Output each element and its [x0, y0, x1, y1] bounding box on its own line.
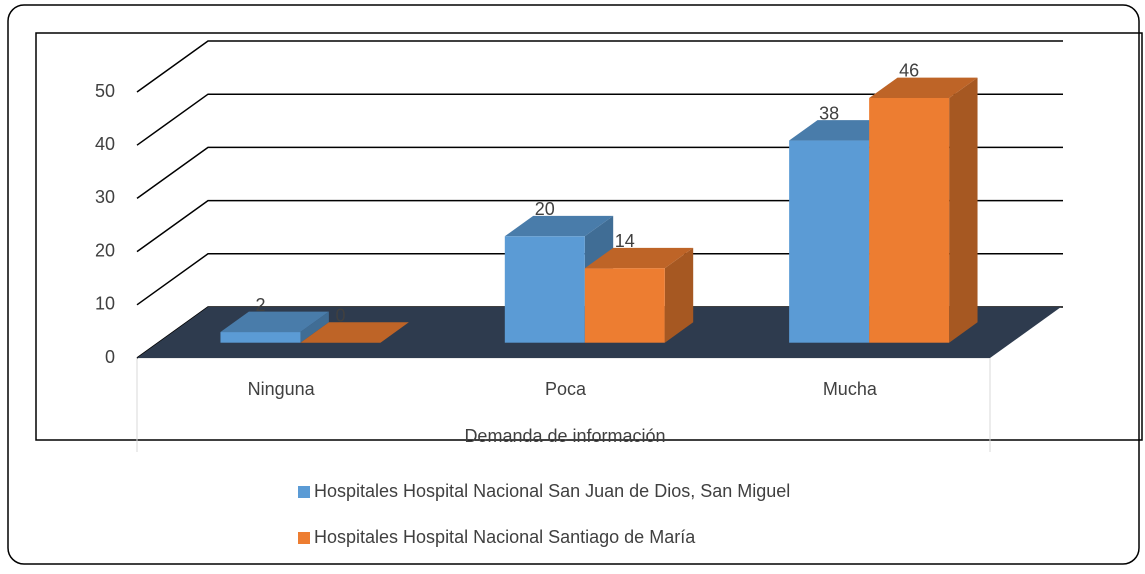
bar-side — [949, 77, 978, 343]
y-tick-label: 0 — [105, 347, 115, 367]
bar-top — [584, 247, 694, 269]
bar — [869, 97, 950, 343]
legend-label: Hospitales Hospital Nacional San Juan de… — [314, 481, 790, 501]
x-tick-label: Poca — [545, 379, 587, 399]
bar — [789, 140, 870, 343]
bar — [584, 268, 665, 343]
data-label: 38 — [819, 103, 839, 123]
data-label: 0 — [335, 305, 345, 325]
bar — [220, 332, 301, 343]
grid-line — [136, 40, 1063, 93]
data-label: 20 — [535, 199, 555, 219]
x-tick-label: Mucha — [823, 379, 878, 399]
bar — [504, 236, 585, 343]
bar-top — [504, 215, 614, 237]
y-tick-label: 10 — [95, 294, 115, 314]
grid-line — [136, 253, 1063, 306]
legend-label: Hospitales Hospital Nacional Santiago de… — [314, 527, 696, 547]
grid-line — [136, 146, 1063, 200]
bar-top — [300, 322, 409, 343]
y-tick-label: 30 — [95, 187, 115, 207]
y-tick-label: 50 — [95, 81, 115, 101]
y-tick-label: 20 — [95, 240, 115, 260]
bar-side — [300, 311, 329, 343]
bar-top — [220, 311, 329, 333]
legend-swatch — [298, 486, 310, 498]
x-tick-label: Ninguna — [248, 379, 316, 399]
data-label: 14 — [615, 231, 635, 251]
bar-side — [664, 247, 694, 343]
x-axis-label: Demanda de información — [464, 426, 665, 446]
y-tick-label: 40 — [95, 134, 115, 154]
data-label: 46 — [899, 61, 919, 81]
grid-line — [136, 93, 1063, 146]
legend-swatch — [298, 532, 310, 544]
bar-top — [869, 77, 978, 98]
plot-frame — [35, 32, 1143, 441]
grid-line — [136, 199, 1063, 253]
data-label: 2 — [255, 295, 265, 315]
